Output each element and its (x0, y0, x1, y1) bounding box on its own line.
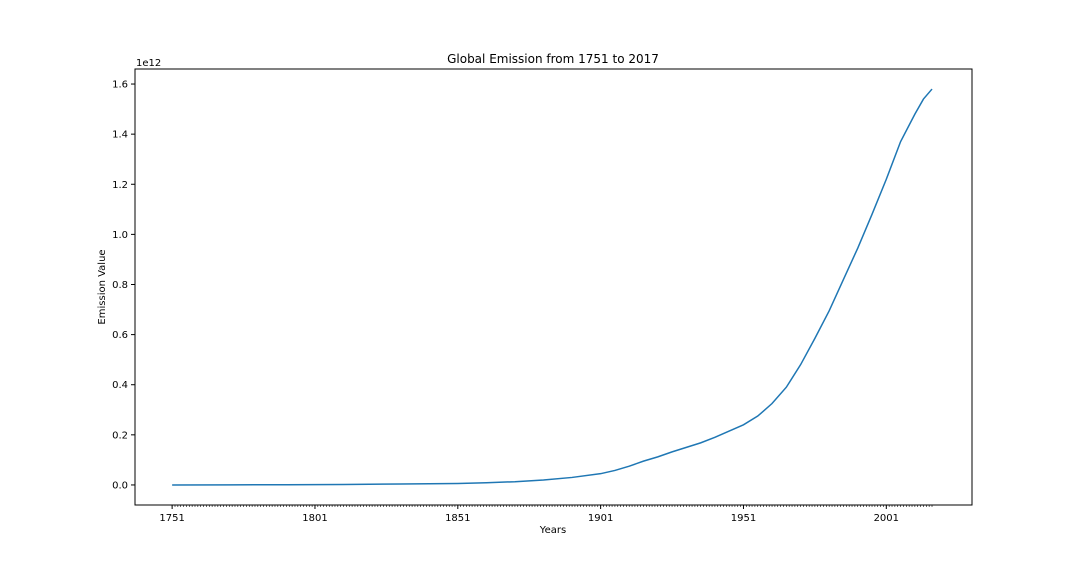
x-tick-label: 1801 (302, 513, 327, 524)
y-tick-label: 0.4 (112, 380, 128, 391)
y-ticks: 0.0 0.2 0.4 0.6 0.8 1.0 1.2 1.4 1.6 (112, 80, 135, 491)
x-axis-label: Years (539, 525, 566, 536)
y-tick-label: 0.0 (112, 480, 128, 491)
x-ticks: 1751 1801 1851 1901 1951 2001 (159, 505, 899, 524)
y-tick-label: 0.8 (112, 280, 128, 291)
series-line (172, 88, 933, 486)
y-tick-label: 1.6 (112, 80, 128, 91)
y-offset-label: 1e12 (136, 58, 161, 69)
x-tick-label: 2001 (874, 513, 899, 524)
y-tick-label: 1.0 (112, 230, 128, 241)
y-axis-label: Emission Value (97, 249, 108, 324)
y-tick-label: 1.4 (112, 130, 128, 141)
x-tick-label: 1901 (588, 513, 613, 524)
chart-title: Global Emission from 1751 to 2017 (447, 52, 659, 66)
x-tick-label: 1851 (445, 513, 470, 524)
x-tick-label: 1951 (731, 513, 756, 524)
y-tick-label: 1.2 (112, 180, 128, 191)
y-tick-label: 0.2 (112, 430, 128, 441)
y-tick-label: 0.6 (112, 330, 128, 341)
x-tick-label: 1751 (159, 513, 184, 524)
plot-frame (134, 68, 973, 506)
